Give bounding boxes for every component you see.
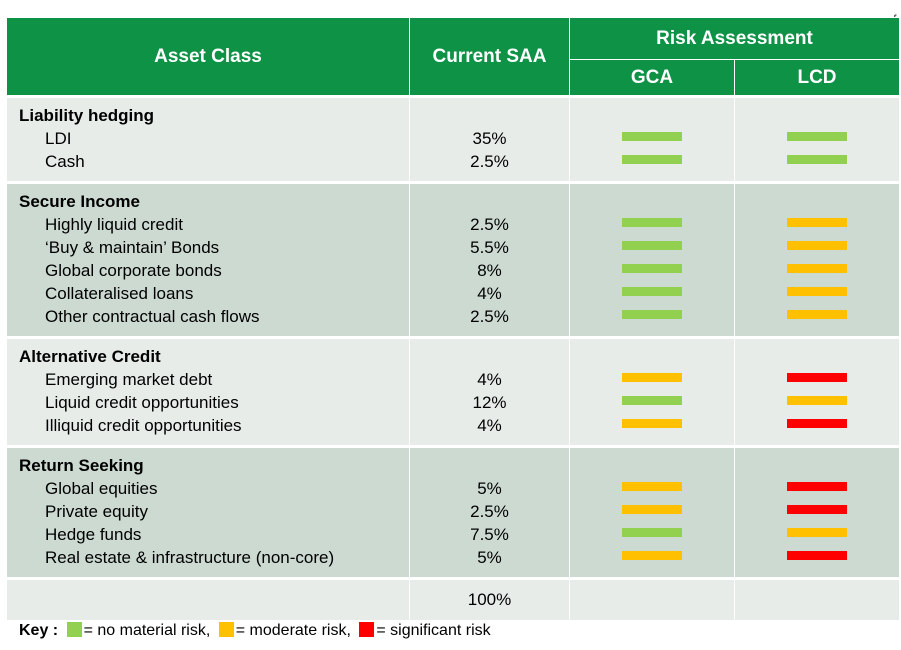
gca-risk-indicator (622, 528, 682, 537)
risk-key: Key : = no material risk, = moderate ris… (19, 622, 491, 640)
total-label-cell (6, 577, 410, 620)
saa-value: 4% (477, 370, 502, 389)
asset-name: Global equities (45, 479, 158, 498)
gca-risk-indicator (622, 310, 682, 319)
asset-name: Global corporate bonds (45, 261, 222, 280)
group-title: Secure Income (19, 192, 140, 211)
lcd-risk-indicator (787, 264, 847, 273)
gca-risk-indicator (622, 505, 682, 514)
key-significant-risk: = significant risk (376, 622, 491, 639)
total-gca-cell (569, 577, 735, 620)
green-square-icon (66, 622, 82, 637)
gca-risk-indicator (622, 218, 682, 227)
lcd-risk-indicator (787, 310, 847, 319)
asset-name: LDI (45, 129, 72, 148)
lcd-risk-indicator (787, 396, 847, 405)
gca-risk-indicator (622, 482, 682, 491)
group-liability-hedging: Liability hedging LDI Cash 35% 2.5% (6, 95, 901, 183)
saa-value: 5% (477, 479, 502, 498)
key-moderate-risk: = moderate risk, (235, 622, 351, 639)
saa-value: 5.5% (470, 238, 509, 257)
lcd-risk-indicator (787, 482, 847, 491)
saa-value: 2.5% (470, 502, 509, 521)
saa-value: 2.5% (470, 215, 509, 234)
saa-value: 12% (472, 393, 507, 412)
saa-value: 5% (477, 548, 502, 567)
gca-risk-indicator (622, 132, 682, 141)
gca-risk-indicator (622, 241, 682, 250)
header-current-saa: Current SAA (409, 17, 570, 97)
gca-risk-indicator (622, 396, 682, 405)
key-no-material-risk: = no material risk, (83, 622, 211, 639)
header-gca: GCA (569, 59, 735, 97)
lcd-risk-indicator (787, 132, 847, 141)
lcd-risk-indicator (787, 551, 847, 560)
group-secure-income: Secure Income Highly liquid credit ‘Buy … (6, 181, 901, 338)
lcd-risk-indicator (787, 419, 847, 428)
lcd-risk-indicator (787, 373, 847, 382)
asset-name: Private equity (45, 502, 148, 521)
asset-name: ‘Buy & maintain’ Bonds (45, 238, 220, 257)
saa-value: 7.5% (470, 525, 509, 544)
lcd-risk-indicator (787, 155, 847, 164)
gca-risk-indicator (622, 373, 682, 382)
saa-value: 8% (477, 261, 502, 280)
lcd-risk-indicator (787, 287, 847, 296)
group-title: Alternative Credit (19, 347, 161, 366)
saa-value: 4% (477, 416, 502, 435)
lcd-risk-indicator (787, 505, 847, 514)
orange-square-icon (218, 622, 234, 637)
asset-name: Illiquid credit opportunities (45, 416, 242, 435)
saa-risk-table: Asset Class Current SAA Risk Assessment … (6, 17, 901, 620)
total-row: 100% (6, 577, 901, 620)
asset-name: Liquid credit opportunities (45, 393, 239, 412)
lcd-risk-indicator (787, 218, 847, 227)
gca-risk-indicator (622, 419, 682, 428)
saa-value: 4% (477, 284, 502, 303)
gca-risk-indicator (622, 155, 682, 164)
header-asset-class: Asset Class (6, 17, 410, 97)
gca-risk-indicator (622, 264, 682, 273)
asset-name: Collateralised loans (45, 284, 194, 303)
key-label: Key : (19, 622, 59, 639)
gca-risk-indicator (622, 287, 682, 296)
group-title: Liability hedging (19, 106, 155, 125)
gca-risk-indicator (622, 551, 682, 560)
header-risk-assessment: Risk Assessment (568, 17, 901, 60)
lcd-risk-indicator (787, 241, 847, 250)
red-square-icon (359, 622, 375, 637)
asset-name: Emerging market debt (45, 370, 213, 389)
saa-value: 2.5% (470, 307, 509, 326)
asset-name: Real estate & infrastructure (non-core) (45, 548, 335, 567)
group-alternative-credit: Alternative Credit Emerging market debt … (6, 336, 901, 447)
asset-name: Other contractual cash flows (45, 307, 260, 326)
group-title: Return Seeking (19, 456, 144, 475)
asset-name: Highly liquid credit (45, 215, 183, 234)
group-return-seeking: Return Seeking Global equities Private e… (6, 445, 901, 579)
saa-value: 35% (472, 129, 507, 148)
total-saa: 100% (409, 577, 570, 620)
saa-value: 2.5% (470, 152, 509, 171)
lcd-risk-indicator (787, 528, 847, 537)
header-lcd: LCD (733, 59, 901, 97)
asset-name: Hedge funds (45, 525, 142, 544)
total-lcd-cell (733, 577, 901, 620)
asset-name: Cash (45, 152, 85, 171)
